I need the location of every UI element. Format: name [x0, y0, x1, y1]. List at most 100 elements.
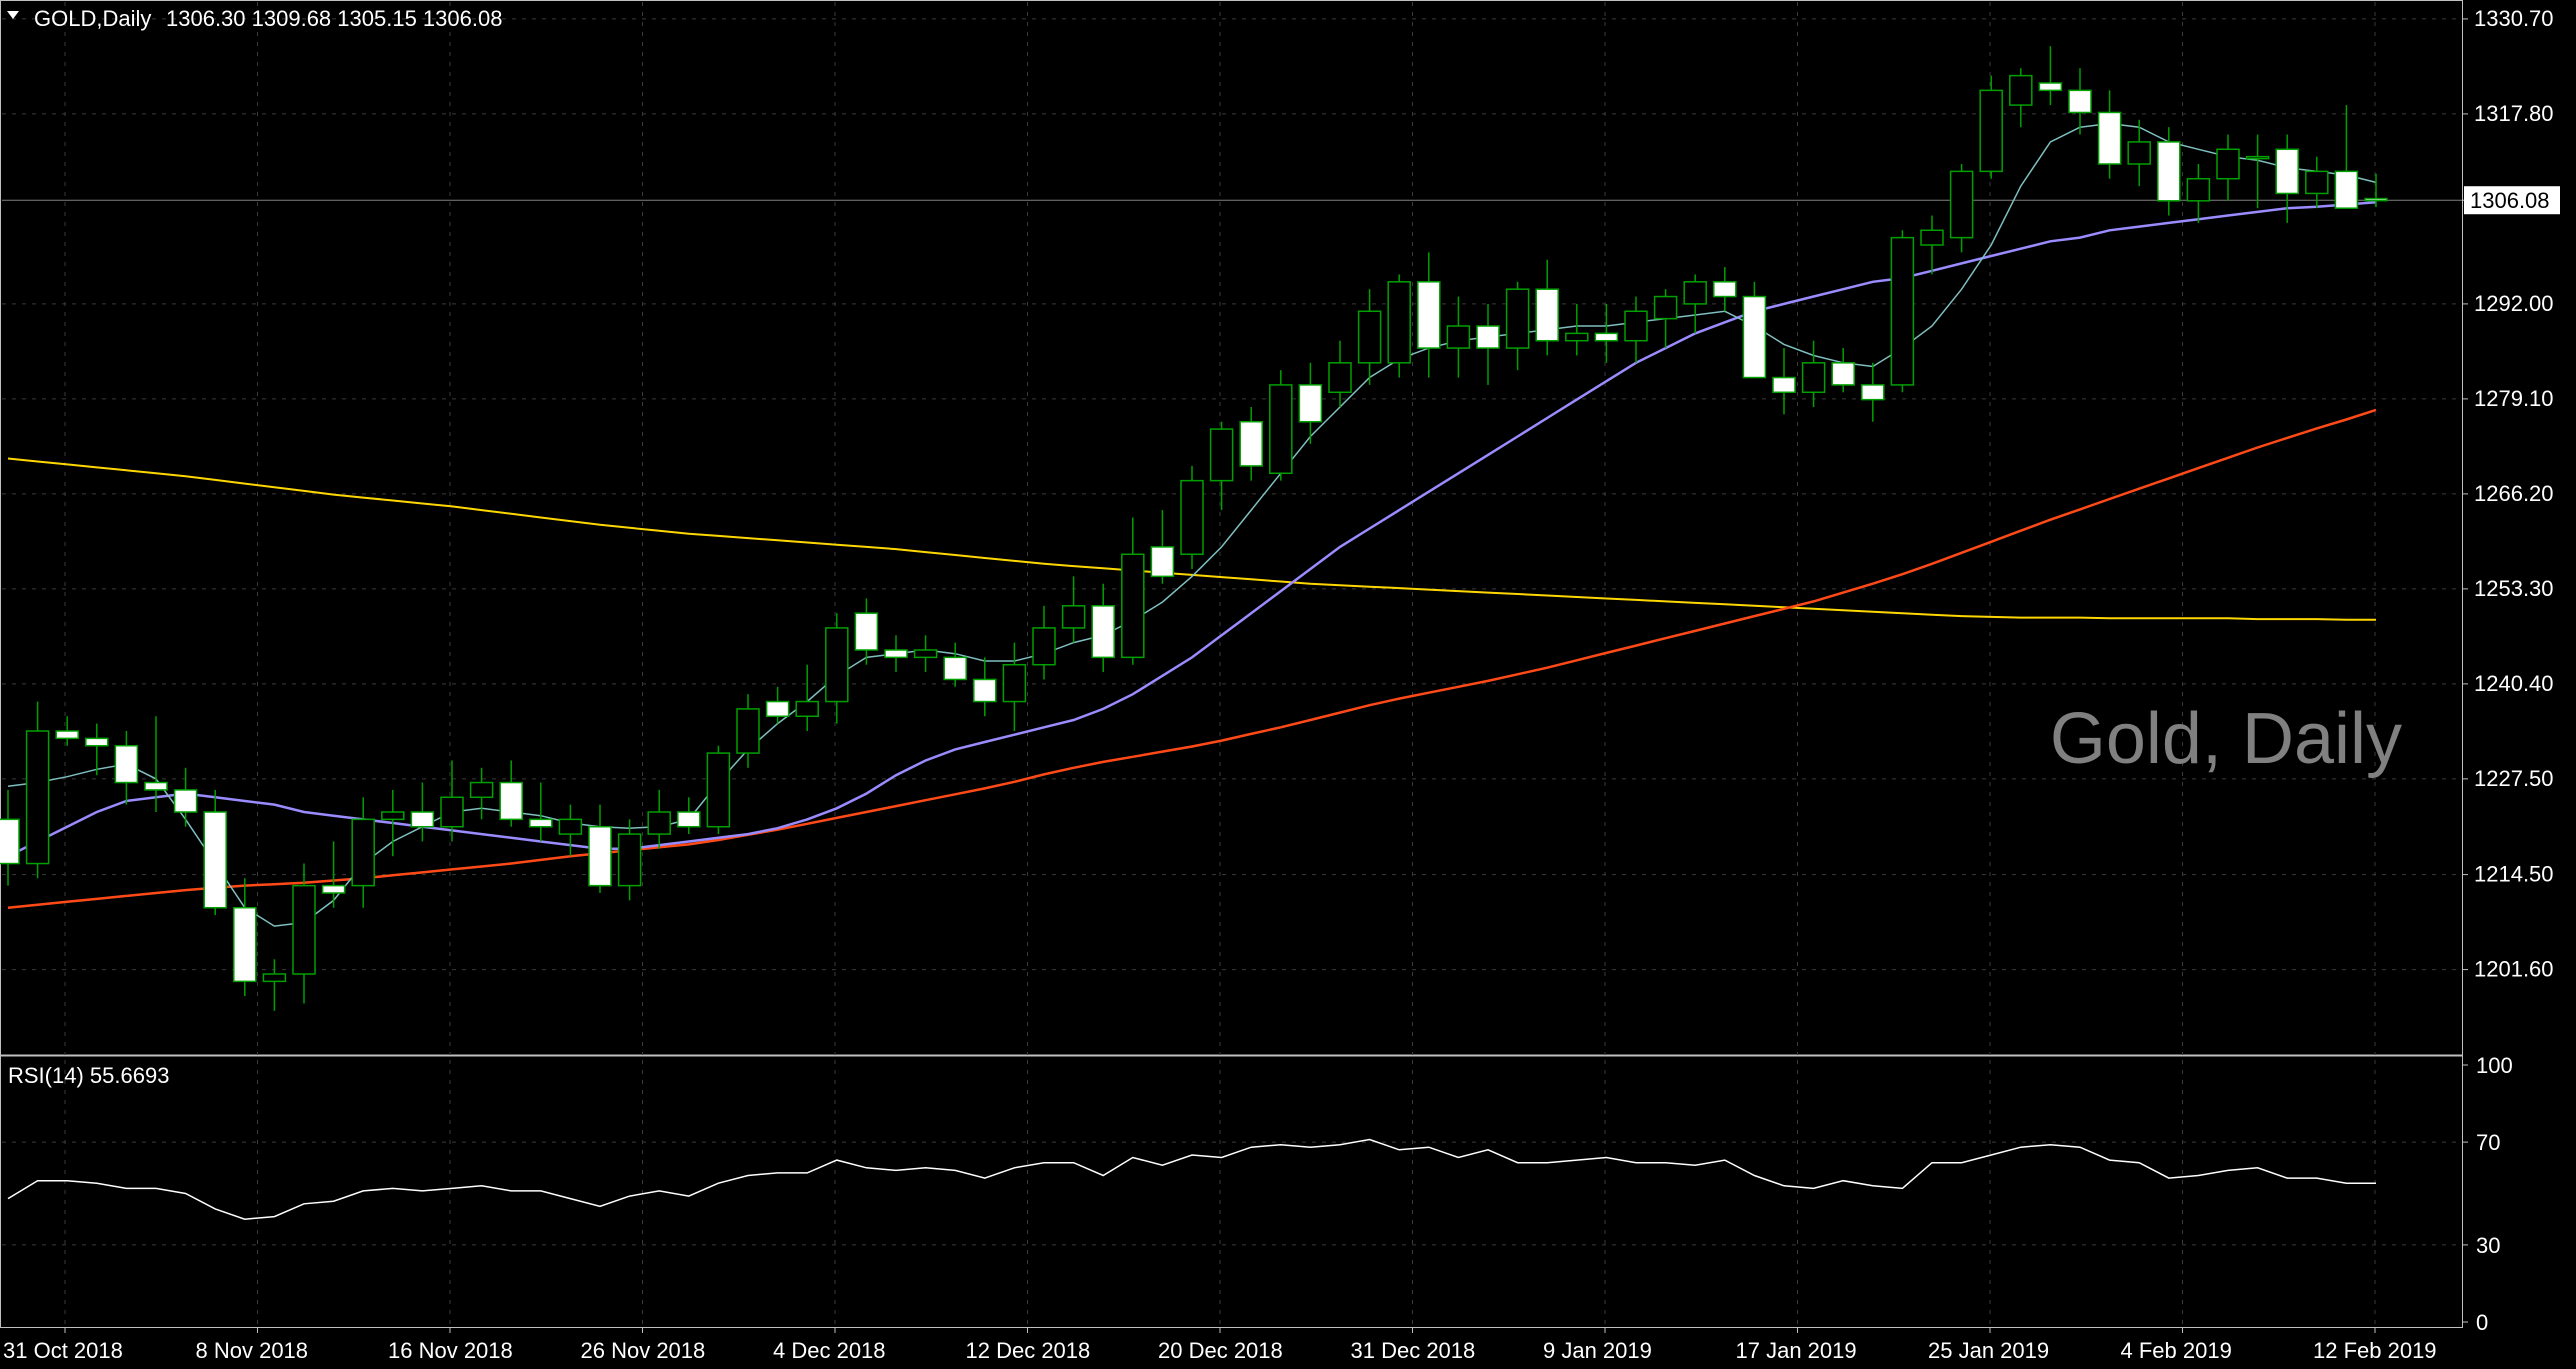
candle[interactable]: [765, 686, 790, 724]
candle[interactable]: [2097, 90, 2122, 179]
candle[interactable]: [1594, 303, 1619, 363]
candle[interactable]: [233, 878, 257, 997]
candle[interactable]: [2364, 173, 2388, 208]
candle[interactable]: [1890, 230, 1915, 393]
candle[interactable]: [173, 767, 198, 827]
candle[interactable]: [2127, 119, 2151, 187]
candle[interactable]: [1032, 605, 1056, 680]
time-tick-label: 16 Nov 2018: [388, 1338, 513, 1363]
time-tick-label: 12 Dec 2018: [966, 1338, 1091, 1363]
candle[interactable]: [1624, 296, 1648, 363]
candle[interactable]: [884, 635, 908, 673]
candle[interactable]: [854, 598, 879, 665]
candle[interactable]: [1417, 252, 1441, 378]
candle-body: [1979, 89, 2003, 173]
candle[interactable]: [1091, 583, 1115, 673]
candle[interactable]: [85, 723, 109, 776]
candle[interactable]: [1772, 348, 1796, 415]
candle[interactable]: [1683, 274, 1707, 334]
candle[interactable]: [499, 760, 523, 827]
candle[interactable]: [1713, 267, 1737, 312]
candle[interactable]: [1535, 259, 1559, 356]
candle[interactable]: [1831, 348, 1855, 393]
candle[interactable]: [973, 657, 997, 717]
candle[interactable]: [1150, 510, 1175, 584]
candle[interactable]: [1505, 281, 1530, 371]
candle[interactable]: [1061, 576, 1086, 643]
candle[interactable]: [1565, 303, 1589, 356]
candle[interactable]: [913, 635, 938, 673]
candle[interactable]: [292, 863, 316, 1004]
candle[interactable]: [617, 819, 642, 901]
candle[interactable]: [1920, 215, 1944, 275]
candle[interactable]: [2275, 134, 2299, 223]
candle-body: [677, 811, 701, 828]
candle[interactable]: [381, 789, 405, 857]
candle[interactable]: [2216, 134, 2240, 201]
candle[interactable]: [558, 804, 583, 857]
candle[interactable]: [647, 789, 671, 849]
candle[interactable]: [55, 716, 79, 746]
candle[interactable]: [0, 789, 20, 886]
candle[interactable]: [1180, 465, 1204, 569]
candle-body: [1861, 384, 1885, 401]
candle[interactable]: [2038, 46, 2063, 106]
candle[interactable]: [410, 782, 435, 842]
candle[interactable]: [2009, 68, 2033, 128]
candle[interactable]: [203, 789, 227, 916]
candle[interactable]: [1801, 340, 1826, 407]
candle[interactable]: [440, 760, 464, 842]
candle[interactable]: [1949, 164, 1974, 253]
candle[interactable]: [2334, 105, 2359, 209]
candle[interactable]: [943, 642, 967, 687]
candle[interactable]: [1742, 281, 1767, 379]
chart-frame: [0, 0, 2463, 1328]
candle-body: [1121, 553, 1145, 659]
candle[interactable]: [25, 701, 50, 879]
candle[interactable]: [1446, 296, 1471, 378]
candle[interactable]: [2245, 134, 2270, 209]
candle[interactable]: [1357, 289, 1382, 385]
candle-body: [1298, 384, 1323, 423]
candle[interactable]: [677, 797, 701, 835]
candle[interactable]: [1979, 75, 2003, 179]
candle[interactable]: [2305, 156, 2329, 209]
candle-body: [1091, 605, 1115, 659]
candlestick-series[interactable]: [0, 46, 2388, 1011]
candle[interactable]: [1239, 407, 1263, 481]
candle[interactable]: [588, 804, 612, 893]
candle-body: [469, 781, 494, 799]
rsi-grid: [2, 1060, 2462, 1327]
candle[interactable]: [144, 716, 168, 812]
candle[interactable]: [736, 694, 760, 768]
candle[interactable]: [1476, 303, 1500, 385]
candle[interactable]: [706, 745, 731, 835]
candle[interactable]: [825, 613, 849, 724]
candle[interactable]: [529, 782, 553, 842]
candle[interactable]: [1209, 421, 1234, 511]
candle-body: [1920, 229, 1944, 246]
candle[interactable]: [1298, 362, 1323, 444]
candle[interactable]: [1653, 289, 1678, 349]
collapse-triangle-icon[interactable]: [7, 11, 19, 19]
candle-body: [1594, 332, 1619, 342]
candle-body: [1328, 362, 1352, 394]
candle[interactable]: [2157, 127, 2181, 216]
candle[interactable]: [262, 959, 287, 1011]
candle-body: [1653, 295, 1678, 320]
candle[interactable]: [321, 841, 346, 908]
candle[interactable]: [2186, 164, 2211, 223]
candle[interactable]: [795, 664, 819, 731]
candle[interactable]: [1387, 274, 1411, 378]
candle[interactable]: [1269, 370, 1293, 481]
candle[interactable]: [1121, 517, 1145, 665]
candle[interactable]: [1002, 642, 1027, 731]
candle[interactable]: [469, 767, 494, 820]
candle[interactable]: [351, 797, 375, 908]
candle-body: [321, 884, 346, 894]
candle[interactable]: [1328, 340, 1352, 407]
candle[interactable]: [114, 731, 139, 805]
candle[interactable]: [2068, 68, 2092, 135]
candle[interactable]: [1861, 362, 1885, 422]
candle-body: [884, 649, 908, 659]
